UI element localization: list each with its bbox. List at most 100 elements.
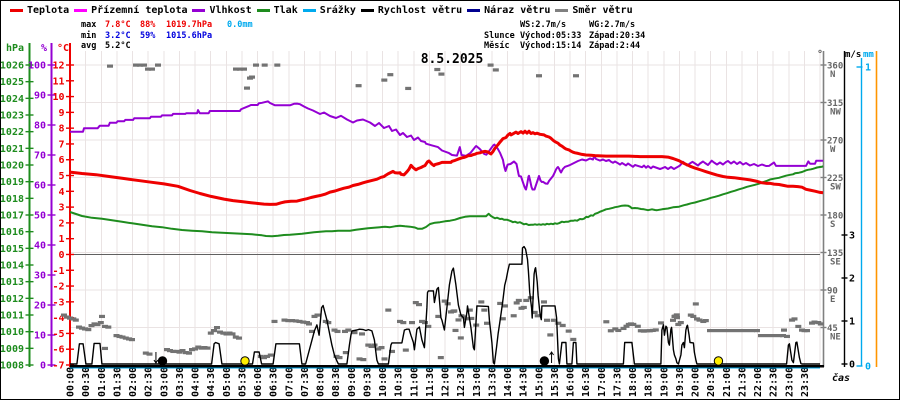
- wind-direction-dot: [541, 300, 547, 304]
- humidity-tick-label: 50: [34, 211, 46, 222]
- wind-direction-dot: [457, 336, 464, 340]
- moon-rise-arrowhead: [549, 351, 554, 356]
- wind-direction-dot: [615, 328, 622, 333]
- wind-direction-dot: [137, 63, 143, 67]
- wind-direction-dot: [204, 346, 211, 350]
- legend-swatch: [10, 8, 23, 12]
- time-tick-label: 06:30: [269, 367, 280, 397]
- stats-min-temp: 3.2°C: [105, 30, 131, 41]
- humidity-curve: [70, 100, 823, 191]
- sun-set-marker: [713, 356, 724, 366]
- temperature-tick-label: 8: [58, 124, 64, 135]
- humidity-tick-label: 20: [34, 301, 46, 312]
- time-tick-label: 19:00: [659, 367, 670, 397]
- humidity-tick-label: 40: [34, 241, 46, 252]
- temperature-tick-label: 2: [58, 218, 64, 229]
- direction-tick-label: 180: [827, 212, 843, 222]
- legend-item-3: Vlhkost: [192, 5, 252, 16]
- stats-min-label: min: [81, 30, 97, 41]
- precip-tick-label: 1: [865, 63, 871, 74]
- wind-direction-dot: [607, 329, 614, 333]
- time-tick-label: 13:30: [487, 367, 498, 397]
- time-tick-label: 10:30: [394, 367, 405, 397]
- wind-direction-dot: [461, 315, 468, 319]
- wind-direction-dot: [481, 308, 488, 312]
- wind-direction-dot: [523, 298, 530, 303]
- wind-direction-dot: [570, 337, 577, 342]
- wind-direction-dot: [385, 308, 392, 312]
- wind-direction-dot: [342, 329, 348, 334]
- wind-direction-dot: [381, 78, 388, 82]
- wind-direction-dot: [478, 300, 485, 304]
- legend-swatch: [302, 8, 316, 12]
- wind-direction-dot: [555, 321, 562, 325]
- wind-direction-dot: [400, 321, 407, 325]
- humidity-tick-label: 80: [34, 121, 46, 132]
- time-tick-label: 00:30: [81, 367, 92, 397]
- precip-axis-title: mm: [863, 50, 874, 60]
- direction-name-label: W: [830, 145, 836, 155]
- precip-tick-label: 0: [865, 362, 871, 373]
- pressure-tick-label: 1012: [1, 294, 24, 305]
- legend-swatch: [467, 8, 481, 12]
- time-tick-label: 11:00: [409, 367, 420, 397]
- humidity-tick-label: 90: [34, 91, 46, 102]
- wind-direction-dot: [620, 326, 627, 331]
- wind-direction-dot: [670, 318, 676, 322]
- wind-direction-dot: [749, 329, 755, 333]
- temperature-tick-label: 5: [58, 171, 64, 182]
- wind-direction-dot: [764, 334, 770, 338]
- sun-label: Slunce: [484, 30, 515, 41]
- wind-direction-dot: [94, 323, 101, 327]
- legend-swatch: [360, 8, 374, 12]
- time-tick-label: 05:30: [237, 367, 248, 397]
- wind-direction-dot: [451, 309, 458, 313]
- pressure-tick-label: 1014: [1, 261, 24, 272]
- wind-direction-dot: [271, 319, 278, 324]
- wind-direction-dot: [630, 322, 637, 327]
- wind-axis-title: m/s: [845, 50, 861, 60]
- legend-item-7: Náraz větru: [467, 5, 550, 16]
- wind-direction-dot: [389, 349, 395, 354]
- wind-direction-dot: [544, 318, 550, 322]
- time-tick-label: 01:00: [97, 367, 108, 397]
- time-tick-label: 04:00: [191, 367, 202, 397]
- wind-direction-dot: [804, 329, 810, 333]
- wind-direction-dot: [129, 338, 135, 342]
- wind-direction-dot: [67, 316, 73, 320]
- wind-direction-dot: [466, 308, 473, 312]
- pressure-tick-label: 1016: [1, 227, 24, 238]
- time-tick-label: 21:00: [722, 367, 733, 397]
- legend: Teplota Přízemní teplota Vlhkost Tlak Srážky…: [10, 4, 633, 16]
- legend-item-6: Rychlost větru: [360, 5, 462, 16]
- wind-direction-dot: [438, 72, 445, 76]
- moonrise-time: Východ:15:14: [520, 41, 582, 51]
- wind-direction-dot: [550, 318, 557, 322]
- direction-name-label: S: [830, 220, 835, 230]
- direction-tick-label: 45: [827, 324, 838, 334]
- pressure-tick-label: 1026: [1, 61, 24, 72]
- wind-direction-dot: [725, 329, 731, 333]
- wind-direction-dot: [573, 74, 579, 78]
- wind-tick-label: 0: [849, 360, 855, 371]
- direction-tick-label: 360: [827, 62, 843, 72]
- time-tick-label: 14:00: [503, 367, 514, 397]
- wind-direction-dot: [142, 351, 149, 355]
- pressure-tick-label: 1025: [1, 77, 24, 88]
- stats-avg-temp: 5.2°C: [105, 41, 131, 51]
- time-tick-label: 04:30: [206, 367, 217, 397]
- sunset-time: Západ:20:34: [589, 30, 646, 41]
- sun-rise-marker: [240, 356, 250, 366]
- stats-max-temp: 7.8°C: [105, 20, 131, 30]
- legend-label: Srážky: [319, 4, 356, 16]
- direction-name-label: SW: [830, 183, 841, 193]
- temperature-tick-label: 9: [58, 108, 64, 119]
- temperature-curve: [69, 129, 824, 206]
- time-tick-label: 11:30: [425, 367, 436, 397]
- humidity-axis-title: %: [41, 43, 47, 54]
- wind-direction-dot: [155, 63, 161, 67]
- time-tick-label: 15:00: [534, 367, 545, 397]
- wind-direction-dot: [292, 319, 299, 323]
